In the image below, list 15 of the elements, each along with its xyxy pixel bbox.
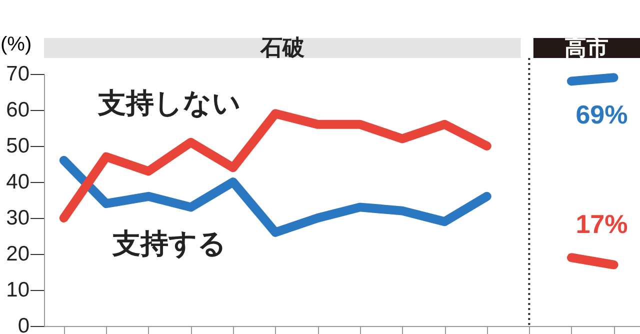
y-tick-label: 30 (6, 206, 30, 230)
data-label: 69% (576, 100, 628, 130)
data-label: 17% (576, 208, 628, 239)
series-label: 支持する (112, 228, 227, 260)
text: 高市 (564, 35, 609, 60)
y-tick-label: 20 (6, 242, 30, 266)
y-tick-label: 50 (6, 134, 30, 158)
y-tick-label: 0 (18, 314, 30, 334)
y-tick-label: 60 (6, 98, 30, 122)
y-tick-label: 70 (6, 62, 30, 86)
y-axis-title: (%) (0, 34, 32, 56)
text: 石破 (259, 35, 306, 60)
y-tick-label: 10 (6, 278, 30, 302)
series-label: 支持しない (97, 87, 242, 118)
y-tick-label: 40 (6, 170, 30, 194)
